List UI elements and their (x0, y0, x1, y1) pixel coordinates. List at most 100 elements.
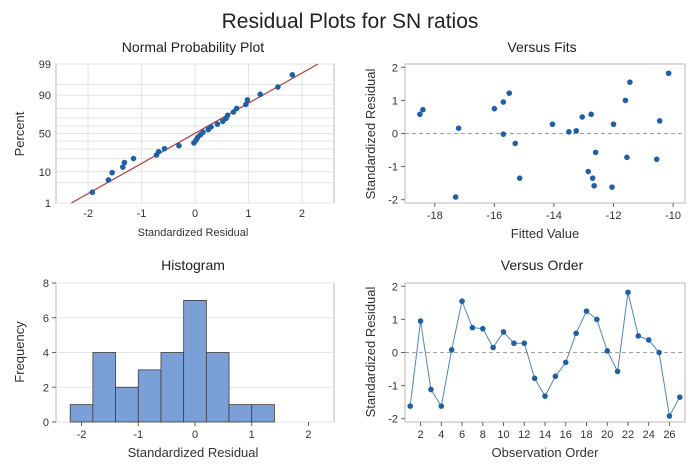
order-plot-xtick: 2 (417, 429, 423, 441)
normal-plot-point (208, 124, 214, 130)
histogram-xtick: -2 (77, 429, 87, 441)
histogram-bar (92, 352, 116, 423)
order-plot-point (500, 329, 507, 335)
order-plot-ytick: 1 (392, 314, 398, 326)
normal-plot-point (289, 71, 296, 78)
histogram-title: Histogram (161, 257, 225, 273)
order-plot-point (490, 344, 496, 351)
figure-title: Residual Plots for SN ratios (222, 10, 479, 33)
histogram-bar (251, 404, 275, 423)
order-plot-xtick: 22 (622, 429, 634, 441)
normal-plot-ytick: 10 (39, 167, 51, 179)
histogram-ytick: 2 (43, 382, 49, 394)
order-plot-point (448, 347, 455, 353)
order-plot-point (479, 325, 486, 332)
order-plot-title: Versus Order (501, 257, 584, 273)
histogram-xtick: 0 (192, 429, 198, 441)
order-plot-marks (407, 289, 683, 419)
fits-plot-point (516, 175, 523, 181)
order-plot-xtick: 12 (518, 429, 530, 441)
fits-plot-point (589, 175, 596, 181)
order-plot-point (459, 298, 465, 305)
fits-plot-ytick: 0 (392, 129, 398, 141)
histogram-ytick: 6 (43, 313, 49, 325)
fits-plot-title: Versus Fits (507, 39, 576, 55)
normal-plot-point (257, 91, 264, 98)
order-plot-ytick: -1 (388, 381, 398, 393)
fits-plot-point (610, 121, 617, 128)
order-plot-point (604, 348, 611, 354)
fits-plot-xtick: -16 (486, 210, 502, 222)
fits-plot-point (579, 114, 586, 120)
order-plot-point (645, 337, 652, 343)
histogram-ylabel: Frequency (12, 321, 27, 383)
order-plot-point (677, 394, 683, 400)
order-plot-point (635, 333, 642, 339)
histogram-bar (115, 386, 139, 423)
normal-plot-ytick: 99 (39, 59, 51, 71)
order-plot-xtick: 8 (480, 429, 486, 441)
order-plot-point (438, 403, 445, 409)
histogram-bar (205, 352, 230, 423)
fits-plot-point (512, 140, 519, 147)
normal-plot-point (109, 169, 115, 176)
fits-plot-point (491, 105, 498, 112)
fits-plot-point (592, 149, 599, 156)
normal-plot-point (244, 97, 251, 103)
order-plot-point (594, 316, 600, 323)
fits-plot-point (500, 131, 507, 137)
fits-plot-point (591, 182, 597, 189)
normal-plot-point (200, 129, 206, 135)
normal-plot-ytick: 50 (39, 129, 51, 141)
histogram-bar (228, 404, 253, 423)
order-plot-point (531, 375, 538, 382)
panel-normal-probability: Normal Probability Plot -2 -1 0 1 2 1 10 50 90 99… (12, 39, 335, 239)
order-plot-point (542, 393, 548, 399)
histogram-bar (160, 352, 185, 423)
order-plot-point (666, 413, 673, 419)
panel-histogram: Histogram 0 2 4 6 8 -2 -1 0 1 2 Standardized Resi… (12, 257, 335, 460)
normal-plot-xtick: -2 (83, 208, 93, 220)
order-plot-xtick: 26 (663, 429, 675, 441)
fits-plot-point (624, 154, 630, 161)
fits-plot-point (573, 128, 580, 134)
fits-plot-point (500, 99, 507, 105)
order-plot-point (511, 340, 517, 347)
order-plot-point (417, 318, 424, 324)
fits-plot-ytick: 2 (392, 62, 398, 74)
histogram-ytick: 0 (43, 417, 49, 429)
order-plot-xtick: 4 (438, 429, 444, 441)
fits-plot-point (566, 129, 572, 135)
order-plot-point (614, 368, 621, 375)
order-plot-point (573, 330, 579, 337)
normal-plot-point (230, 109, 237, 115)
normal-plot-xtick: 1 (245, 208, 251, 220)
order-plot-point (656, 349, 662, 356)
normal-plot-point (130, 155, 137, 162)
normal-plot-point (120, 164, 126, 170)
normal-plot-point (155, 148, 162, 155)
fits-plot-xlabel: Fitted Value (511, 226, 579, 241)
order-plot-ytick: -2 (388, 414, 398, 426)
normal-plot-point (89, 189, 96, 196)
fits-plot-point (455, 125, 462, 132)
histogram-ytick: 8 (43, 278, 49, 290)
fits-plot-point (588, 111, 594, 118)
normal-plot-point (105, 177, 112, 183)
fits-plot-point (452, 194, 459, 200)
histogram-bar (69, 404, 94, 423)
histogram-marks (69, 299, 275, 423)
normal-plot-point (224, 112, 231, 119)
order-plot-point (583, 308, 590, 314)
fits-plot-point (622, 97, 629, 104)
order-plot-point (562, 359, 569, 366)
fits-plot-point (585, 168, 591, 175)
order-plot-point (521, 340, 528, 347)
order-plot-ytick: 0 (392, 348, 398, 360)
normal-plot-xtick: -1 (137, 208, 147, 220)
fits-plot-ylabel: Standardized Residual (363, 68, 378, 199)
fits-plot-xtick: -12 (606, 210, 622, 222)
fits-plot-point (609, 184, 615, 190)
